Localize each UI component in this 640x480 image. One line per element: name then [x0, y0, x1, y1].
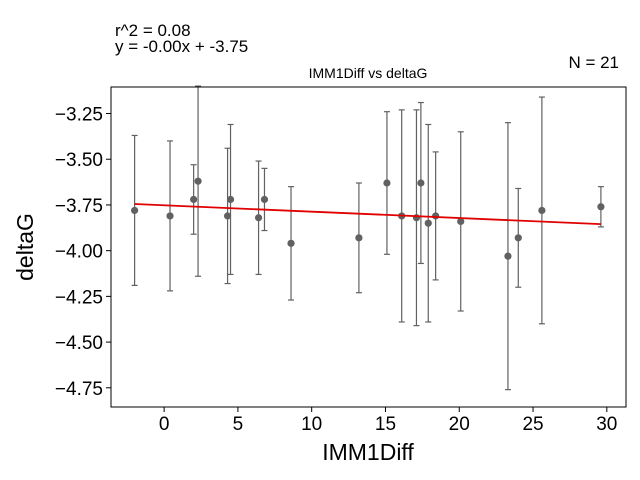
y-tick-label: −4.50 [55, 333, 103, 354]
data-point [514, 234, 522, 242]
data-point [131, 206, 139, 215]
fit-line-group [134, 203, 601, 226]
data-point [424, 219, 432, 227]
y-axis-ticks: −3.25 −3.50 −3.75 −4.00 −4.25 −4.50 −4.75 [55, 105, 111, 400]
data-points [131, 177, 605, 260]
error-bars [131, 85, 604, 391]
data-point [417, 179, 425, 187]
data-point [355, 234, 363, 242]
y-tick-label: −3.25 [55, 105, 103, 126]
data-point [457, 217, 465, 225]
data-point [260, 195, 269, 204]
data-point [166, 212, 174, 220]
y-tick-label: −3.75 [55, 196, 103, 217]
x-axis-ticks: 0 5 10 15 20 25 30 [159, 407, 617, 435]
data-point [383, 179, 391, 187]
x-tick-label: 15 [375, 414, 396, 435]
y-tick-label: −4.25 [55, 287, 103, 308]
y-tick-label: −4.00 [55, 242, 103, 263]
data-point [194, 177, 202, 185]
x-tick-label: 0 [159, 414, 170, 435]
x-tick-label: 25 [522, 414, 543, 435]
chart-title: IMM1Diff vs deltaG [309, 65, 428, 81]
data-point [223, 212, 232, 220]
data-point [254, 214, 263, 222]
r-squared-annotation: r^2 = 0.08 [115, 21, 191, 40]
y-axis-label: deltaG [12, 213, 38, 281]
x-tick-label: 10 [301, 414, 322, 435]
data-point [597, 203, 605, 211]
x-tick-label: 20 [449, 414, 470, 435]
plot-area-frame [110, 86, 627, 408]
regression-fit-line [134, 203, 601, 226]
data-point [504, 252, 512, 260]
sample-count-annotation: N = 21 [568, 53, 619, 72]
x-tick-label: 5 [233, 414, 244, 435]
fit-equation-annotation: y = -0.00x + -3.75 [115, 37, 248, 56]
y-tick-label: −4.75 [55, 379, 103, 400]
x-tick-label: 30 [596, 414, 617, 435]
data-point [538, 206, 546, 215]
x-axis-label: IMM1Diff [322, 439, 414, 465]
data-point [190, 195, 198, 204]
y-tick-label: −3.50 [55, 150, 103, 171]
data-point [226, 195, 235, 204]
data-point [287, 239, 295, 247]
data-point [432, 212, 440, 220]
